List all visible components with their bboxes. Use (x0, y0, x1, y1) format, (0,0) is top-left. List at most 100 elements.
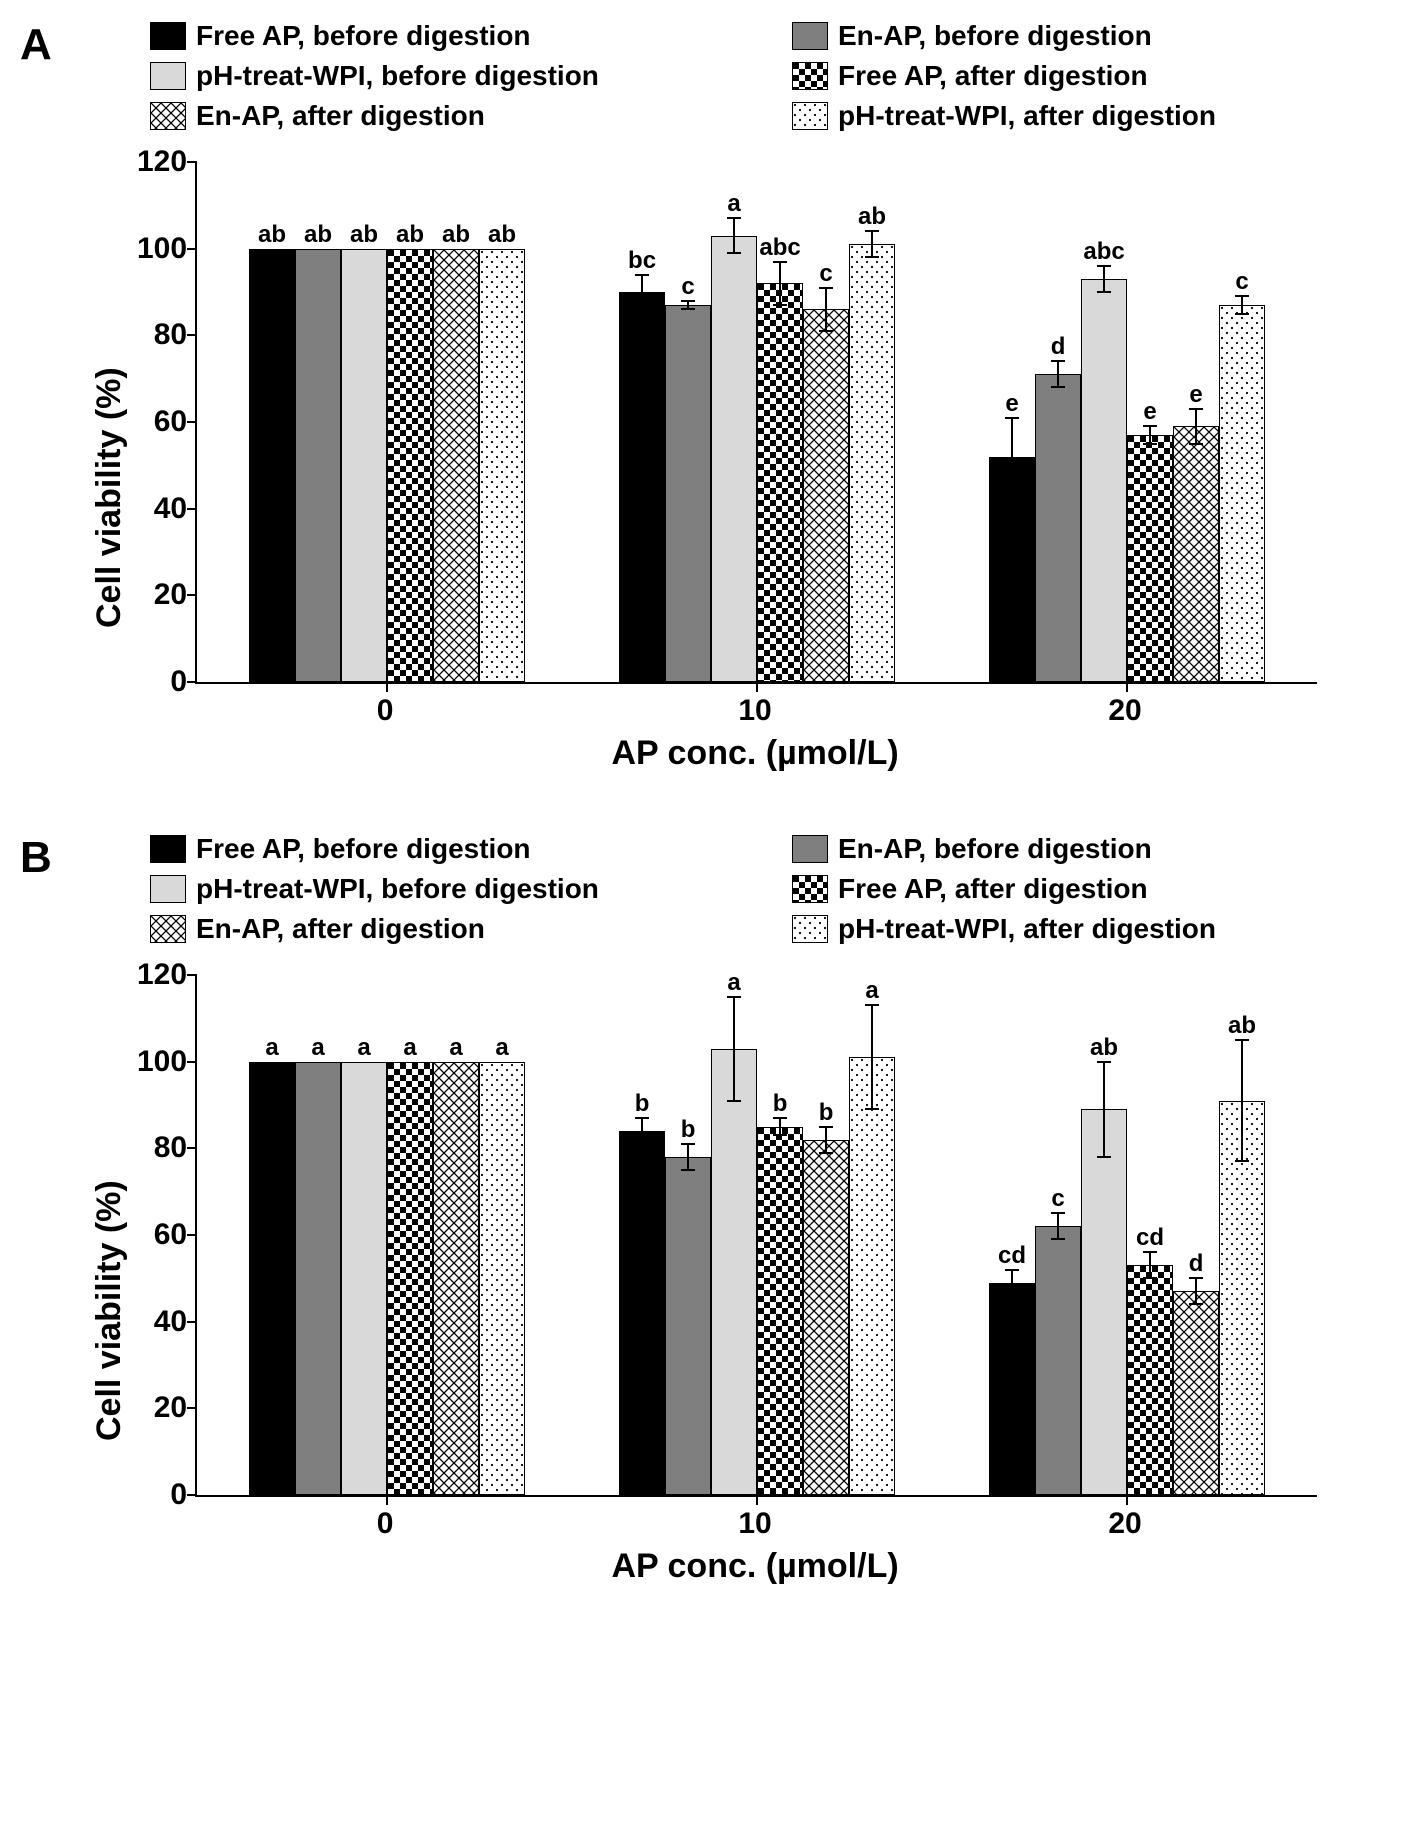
significance-label: c (681, 273, 694, 301)
significance-label: ab (258, 221, 286, 249)
bar (479, 249, 525, 682)
panel-b-legend: Free AP, before digestion En-AP, before … (150, 833, 1394, 945)
legend-swatch-icon (150, 62, 186, 90)
bar (341, 249, 387, 682)
bar (619, 1131, 665, 1495)
bar (1081, 1109, 1127, 1495)
bar (1173, 1291, 1219, 1495)
legend-item: pH-treat-WPI, after digestion (792, 913, 1394, 945)
figure: A Free AP, before digestion En-AP, befor… (20, 20, 1394, 1586)
bars-layer: aaaaaabbabbacdcabcddab (197, 975, 1317, 1495)
x-tick-label: 0 (377, 694, 394, 728)
significance-label: a (495, 1034, 508, 1062)
legend-item: En-AP, before digestion (792, 833, 1394, 865)
legend-swatch-icon (792, 102, 828, 130)
legend-swatch-icon (792, 62, 828, 90)
legend-label: En-AP, after digestion (196, 913, 485, 945)
x-tick-label: 20 (1108, 694, 1141, 728)
bar (665, 305, 711, 682)
bar (249, 1062, 295, 1495)
bar (849, 1057, 895, 1495)
significance-label: d (1189, 1250, 1204, 1278)
bar (341, 1062, 387, 1495)
significance-label: a (311, 1034, 324, 1062)
significance-label: a (865, 977, 878, 1005)
significance-label: a (727, 190, 740, 218)
legend-item: Free AP, after digestion (792, 873, 1394, 905)
significance-label: a (403, 1034, 416, 1062)
legend-swatch-icon (150, 22, 186, 50)
legend-item: pH-treat-WPI, before digestion (150, 60, 752, 92)
significance-label: b (819, 1099, 834, 1127)
bar (711, 236, 757, 682)
y-axis-label: Cell viability (%) (90, 162, 129, 773)
bar (249, 249, 295, 682)
significance-label: ab (350, 221, 378, 249)
significance-label: e (1005, 390, 1018, 418)
x-ticks: 01020 (195, 684, 1315, 724)
legend-label: En-AP, before digestion (838, 833, 1152, 865)
bar (387, 1062, 433, 1495)
significance-label: b (635, 1090, 650, 1118)
significance-label: ab (858, 203, 886, 231)
significance-label: bc (628, 247, 656, 275)
legend-swatch-icon (792, 22, 828, 50)
significance-label: ab (304, 221, 332, 249)
legend-label: En-AP, after digestion (196, 100, 485, 132)
bar (295, 249, 341, 682)
legend-item: En-AP, after digestion (150, 100, 752, 132)
bar (757, 283, 803, 682)
legend-label: pH-treat-WPI, after digestion (838, 913, 1216, 945)
x-tick-label: 0 (377, 1507, 394, 1541)
legend-item: pH-treat-WPI, before digestion (150, 873, 752, 905)
bar (433, 1062, 479, 1495)
significance-label: a (449, 1034, 462, 1062)
panel-a: A Free AP, before digestion En-AP, befor… (20, 20, 1394, 773)
legend-item: En-AP, after digestion (150, 913, 752, 945)
bar (1081, 279, 1127, 682)
panel-a-legend: Free AP, before digestion En-AP, before … (150, 20, 1394, 132)
bar (387, 249, 433, 682)
x-axis-label: AP conc. (µmol/L) (195, 734, 1315, 773)
legend-label: pH-treat-WPI, after digestion (838, 100, 1216, 132)
panel-a-label: A (20, 20, 52, 70)
bar (989, 1283, 1035, 1495)
significance-label: ab (442, 221, 470, 249)
bar (665, 1157, 711, 1495)
significance-label: c (819, 260, 832, 288)
legend-item: Free AP, after digestion (792, 60, 1394, 92)
bars-layer: ababababababbccaabccabedabceec (197, 162, 1317, 682)
legend-item: Free AP, before digestion (150, 20, 752, 52)
panel-b-chart: Cell viability (%) 120100806040200 aaaaa… (90, 975, 1394, 1586)
significance-label: ab (1228, 1012, 1256, 1040)
legend-label: Free AP, after digestion (838, 60, 1148, 92)
x-ticks: 01020 (195, 1497, 1315, 1537)
bar (803, 1140, 849, 1495)
significance-label: b (773, 1090, 788, 1118)
legend-label: pH-treat-WPI, before digestion (196, 60, 599, 92)
bar (619, 292, 665, 682)
significance-label: ab (1090, 1034, 1118, 1062)
legend-swatch-icon (150, 875, 186, 903)
significance-label: b (681, 1116, 696, 1144)
legend-swatch-icon (150, 915, 186, 943)
legend-swatch-icon (150, 102, 186, 130)
significance-label: c (1051, 1185, 1064, 1213)
legend-swatch-icon (792, 835, 828, 863)
significance-label: abc (1083, 238, 1124, 266)
significance-label: e (1189, 381, 1202, 409)
legend-swatch-icon (792, 875, 828, 903)
legend-label: Free AP, before digestion (196, 20, 531, 52)
bar (757, 1127, 803, 1495)
significance-label: e (1143, 398, 1156, 426)
bar (1127, 1265, 1173, 1495)
bar (1173, 426, 1219, 682)
plot-area: aaaaaabbabbacdcabcddab (195, 975, 1317, 1497)
legend-item: En-AP, before digestion (792, 20, 1394, 52)
x-tick-label: 10 (738, 1507, 771, 1541)
x-axis-label: AP conc. (µmol/L) (195, 1547, 1315, 1586)
significance-label: ab (396, 221, 424, 249)
legend-label: Free AP, after digestion (838, 873, 1148, 905)
bar (711, 1049, 757, 1495)
x-tick-label: 20 (1108, 1507, 1141, 1541)
